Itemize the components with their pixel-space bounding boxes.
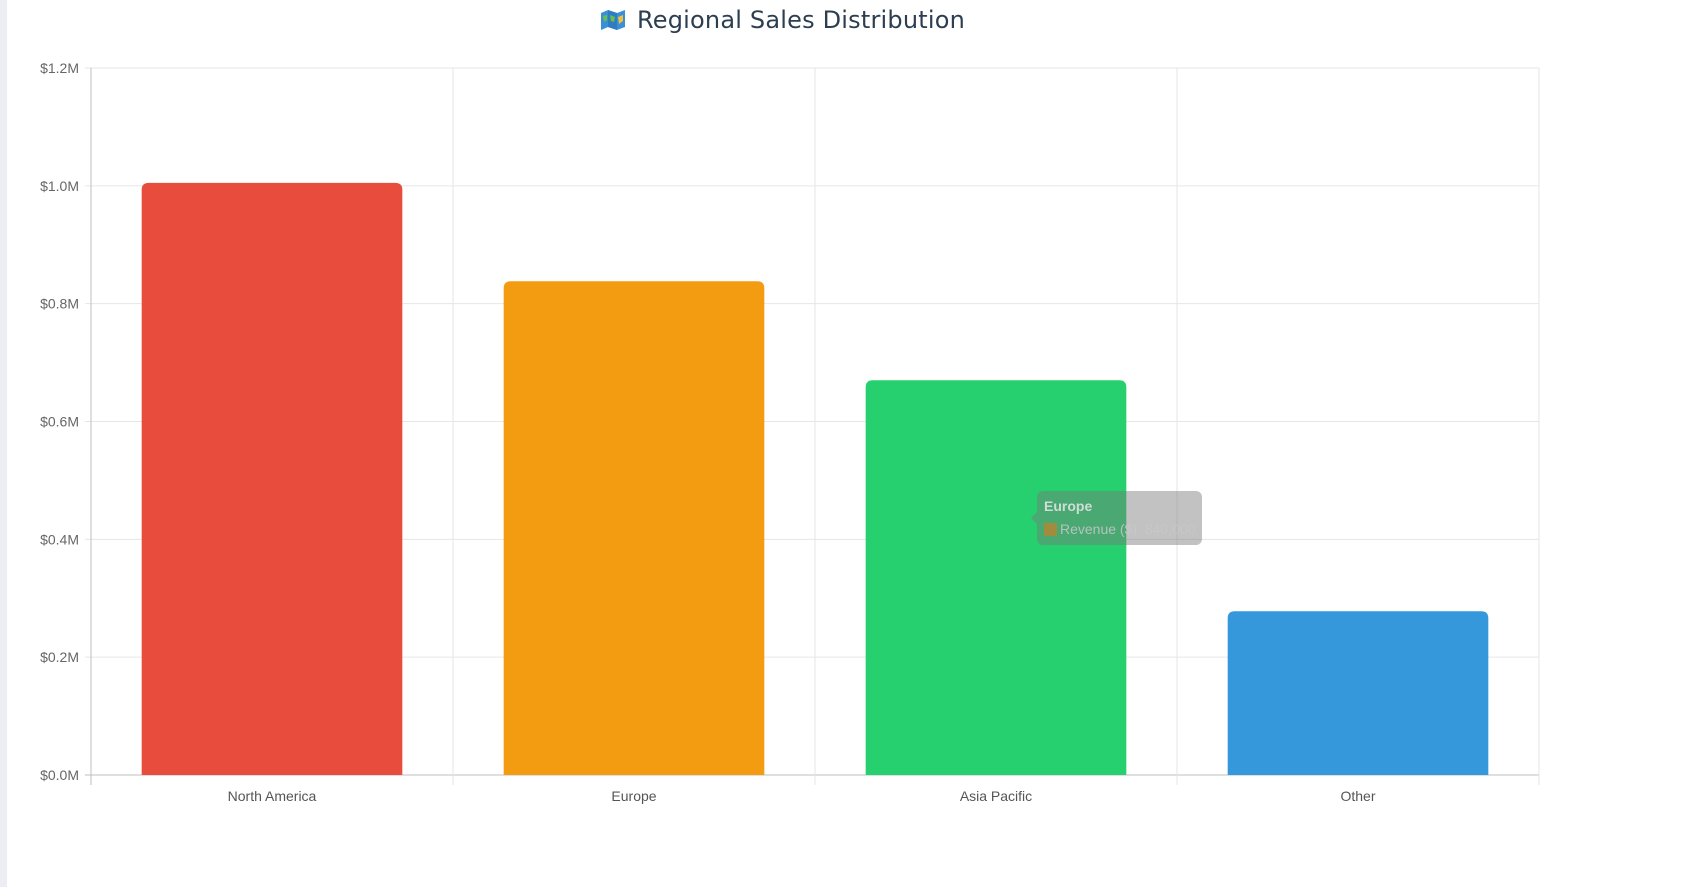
bar-other [1228, 611, 1489, 775]
chart-page: Regional Sales Distribution $0.0M $0.2M $0… [7, 0, 1703, 887]
x-tick-label: Asia Pacific [960, 788, 1032, 804]
tooltip-row: Revenue ($): 840,000 [1044, 521, 1195, 537]
y-tick-label: $0.0M [40, 767, 79, 783]
bar-europe [504, 281, 765, 775]
bar-asia-pacific [866, 380, 1127, 775]
x-tick-label: Europe [611, 788, 656, 804]
tooltip-swatch [1044, 523, 1057, 536]
x-tick-label: Other [1340, 788, 1375, 804]
y-tick-label: $1.0M [40, 178, 79, 194]
bar-chart: $0.0M $0.2M $0.4M $0.6M $0.8M $1.0M $1.2M North… [7, 0, 1703, 887]
x-tick-label: North America [228, 788, 317, 804]
y-tick-label: $0.2M [40, 649, 79, 665]
y-tick-label: $1.2M [40, 60, 79, 76]
tooltip-value: Revenue ($): 840,000 [1060, 521, 1195, 537]
bar-north-america [142, 183, 403, 775]
tooltip-title: Europe [1044, 498, 1092, 514]
y-tick-label: $0.6M [40, 414, 79, 430]
y-tick-label: $0.8M [40, 296, 79, 312]
y-tick-label: $0.4M [40, 531, 79, 547]
chart-tooltip: Europe Revenue ($): 840,000 [1037, 491, 1202, 545]
